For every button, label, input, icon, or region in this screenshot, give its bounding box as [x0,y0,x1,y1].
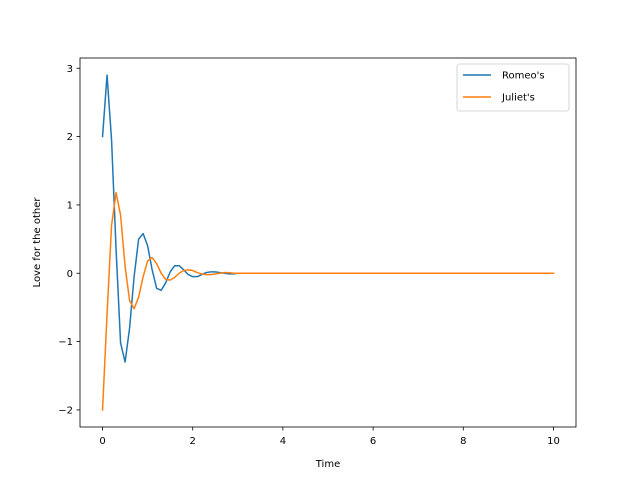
y-tick-label: −2 [58,405,73,416]
x-tick-label: 2 [190,436,196,447]
series-line-1 [101,191,555,411]
x-axis: 0 2 4 6 8 10 [99,427,560,447]
y-tick-label: 1 [67,200,73,211]
legend: Romeo's Juliet's [456,63,570,112]
y-tick-label: 2 [67,132,73,143]
legend-label: Juliet's [501,93,535,104]
y-axis: −2 −1 0 1 2 3 [58,64,80,416]
x-tick-label: 8 [460,436,466,447]
y-axis-label: Love for the other [32,197,43,288]
plot-frame [79,57,577,428]
x-tick-label: 10 [547,436,560,447]
x-tick-label: 0 [99,436,105,447]
y-tick-label: −1 [58,337,73,348]
legend-label: Romeo's [502,71,545,82]
y-tick-label: 0 [67,269,73,280]
x-axis-label: Time [315,459,340,470]
y-tick-label: 3 [67,64,73,75]
series-layer [101,74,555,411]
x-tick-label: 6 [370,436,376,447]
x-tick-label: 4 [280,436,286,447]
